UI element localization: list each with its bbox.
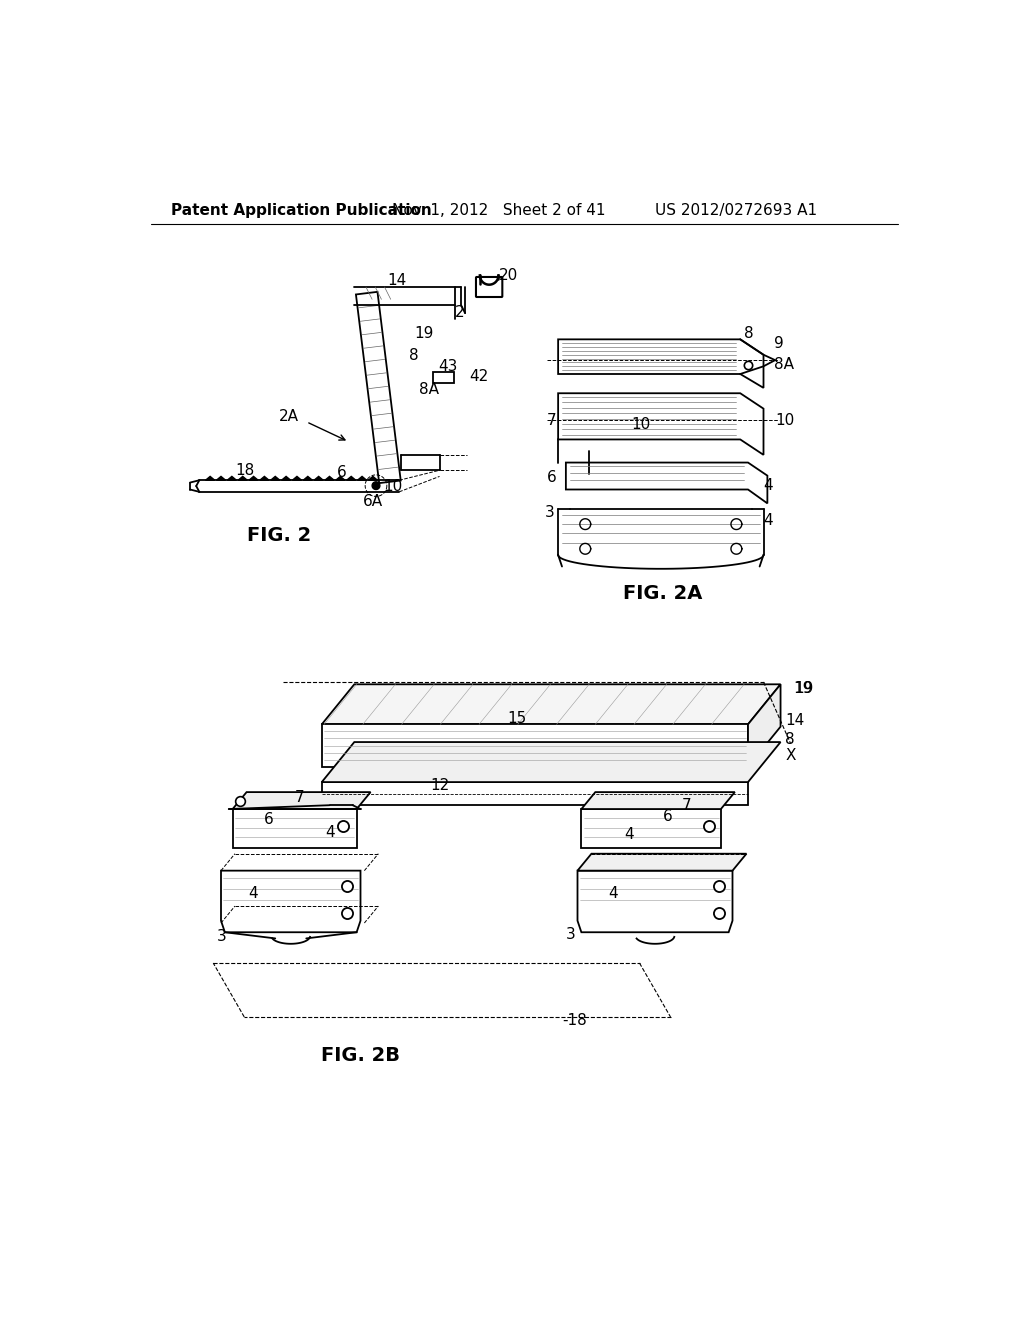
Text: 12: 12: [430, 779, 450, 793]
Text: 2A: 2A: [280, 409, 299, 424]
Polygon shape: [206, 477, 215, 480]
Text: 4: 4: [608, 886, 618, 902]
Text: 8: 8: [744, 326, 754, 342]
Polygon shape: [227, 477, 237, 480]
Text: 10: 10: [384, 479, 403, 494]
Text: 4: 4: [326, 825, 335, 840]
Text: 14: 14: [388, 272, 407, 288]
Text: 18: 18: [234, 463, 254, 478]
Text: 14: 14: [785, 713, 805, 729]
Polygon shape: [357, 477, 367, 480]
Text: 19: 19: [415, 326, 434, 342]
Text: FIG. 2A: FIG. 2A: [623, 583, 702, 603]
Text: 8A: 8A: [419, 381, 438, 397]
Text: Nov. 1, 2012   Sheet 2 of 41: Nov. 1, 2012 Sheet 2 of 41: [391, 203, 605, 218]
Text: 9: 9: [773, 335, 783, 351]
Text: 6: 6: [547, 470, 556, 486]
Text: 19: 19: [795, 681, 814, 696]
Text: 19: 19: [793, 681, 812, 696]
Polygon shape: [432, 372, 455, 383]
Polygon shape: [249, 477, 258, 480]
Polygon shape: [238, 477, 248, 480]
Text: 15: 15: [508, 711, 527, 726]
Text: 3: 3: [566, 927, 575, 942]
Text: 4: 4: [764, 512, 773, 528]
Text: -18: -18: [562, 1014, 587, 1028]
Polygon shape: [322, 725, 748, 767]
Text: 4: 4: [764, 478, 773, 494]
Text: 8: 8: [409, 348, 418, 363]
Text: US 2012/0272693 A1: US 2012/0272693 A1: [655, 203, 817, 218]
Text: 7: 7: [682, 797, 692, 813]
FancyBboxPatch shape: [476, 277, 503, 297]
Polygon shape: [578, 871, 732, 932]
Polygon shape: [314, 477, 324, 480]
Text: 3: 3: [545, 506, 554, 520]
Polygon shape: [322, 684, 780, 725]
Polygon shape: [216, 477, 225, 480]
Polygon shape: [221, 871, 360, 932]
Polygon shape: [582, 792, 735, 809]
Text: 7: 7: [295, 789, 304, 805]
Text: 8A: 8A: [773, 358, 794, 372]
Text: 6A: 6A: [362, 494, 383, 508]
Polygon shape: [558, 339, 764, 388]
Polygon shape: [372, 482, 380, 490]
Polygon shape: [282, 477, 291, 480]
Polygon shape: [582, 809, 721, 847]
Polygon shape: [270, 477, 280, 480]
Text: Patent Application Publication: Patent Application Publication: [171, 203, 431, 218]
Text: 42: 42: [469, 368, 488, 384]
Text: FIG. 2: FIG. 2: [247, 527, 311, 545]
Polygon shape: [232, 792, 371, 809]
Polygon shape: [356, 292, 400, 483]
Text: 6: 6: [263, 812, 273, 826]
Polygon shape: [292, 477, 302, 480]
Polygon shape: [566, 462, 767, 503]
Polygon shape: [303, 477, 312, 480]
Text: 8: 8: [785, 733, 795, 747]
Polygon shape: [232, 809, 356, 847]
Text: 2: 2: [455, 305, 465, 319]
Text: X: X: [785, 747, 796, 763]
Polygon shape: [322, 742, 780, 781]
Polygon shape: [322, 781, 748, 805]
Polygon shape: [558, 393, 764, 455]
Polygon shape: [336, 477, 345, 480]
Text: 7: 7: [547, 413, 556, 428]
Polygon shape: [578, 854, 746, 871]
Text: 4: 4: [248, 886, 258, 902]
Polygon shape: [369, 477, 378, 480]
Text: 6: 6: [337, 465, 347, 480]
Polygon shape: [346, 477, 356, 480]
Polygon shape: [748, 684, 780, 767]
Text: 4: 4: [624, 826, 634, 842]
Text: 3: 3: [217, 928, 227, 944]
Polygon shape: [260, 477, 269, 480]
Text: 20: 20: [499, 268, 518, 282]
Text: 10: 10: [632, 417, 651, 432]
Text: FIG. 2B: FIG. 2B: [321, 1045, 400, 1065]
Text: 10: 10: [775, 413, 795, 428]
Text: 43: 43: [438, 359, 458, 374]
Polygon shape: [325, 477, 334, 480]
Text: 6: 6: [663, 809, 673, 824]
